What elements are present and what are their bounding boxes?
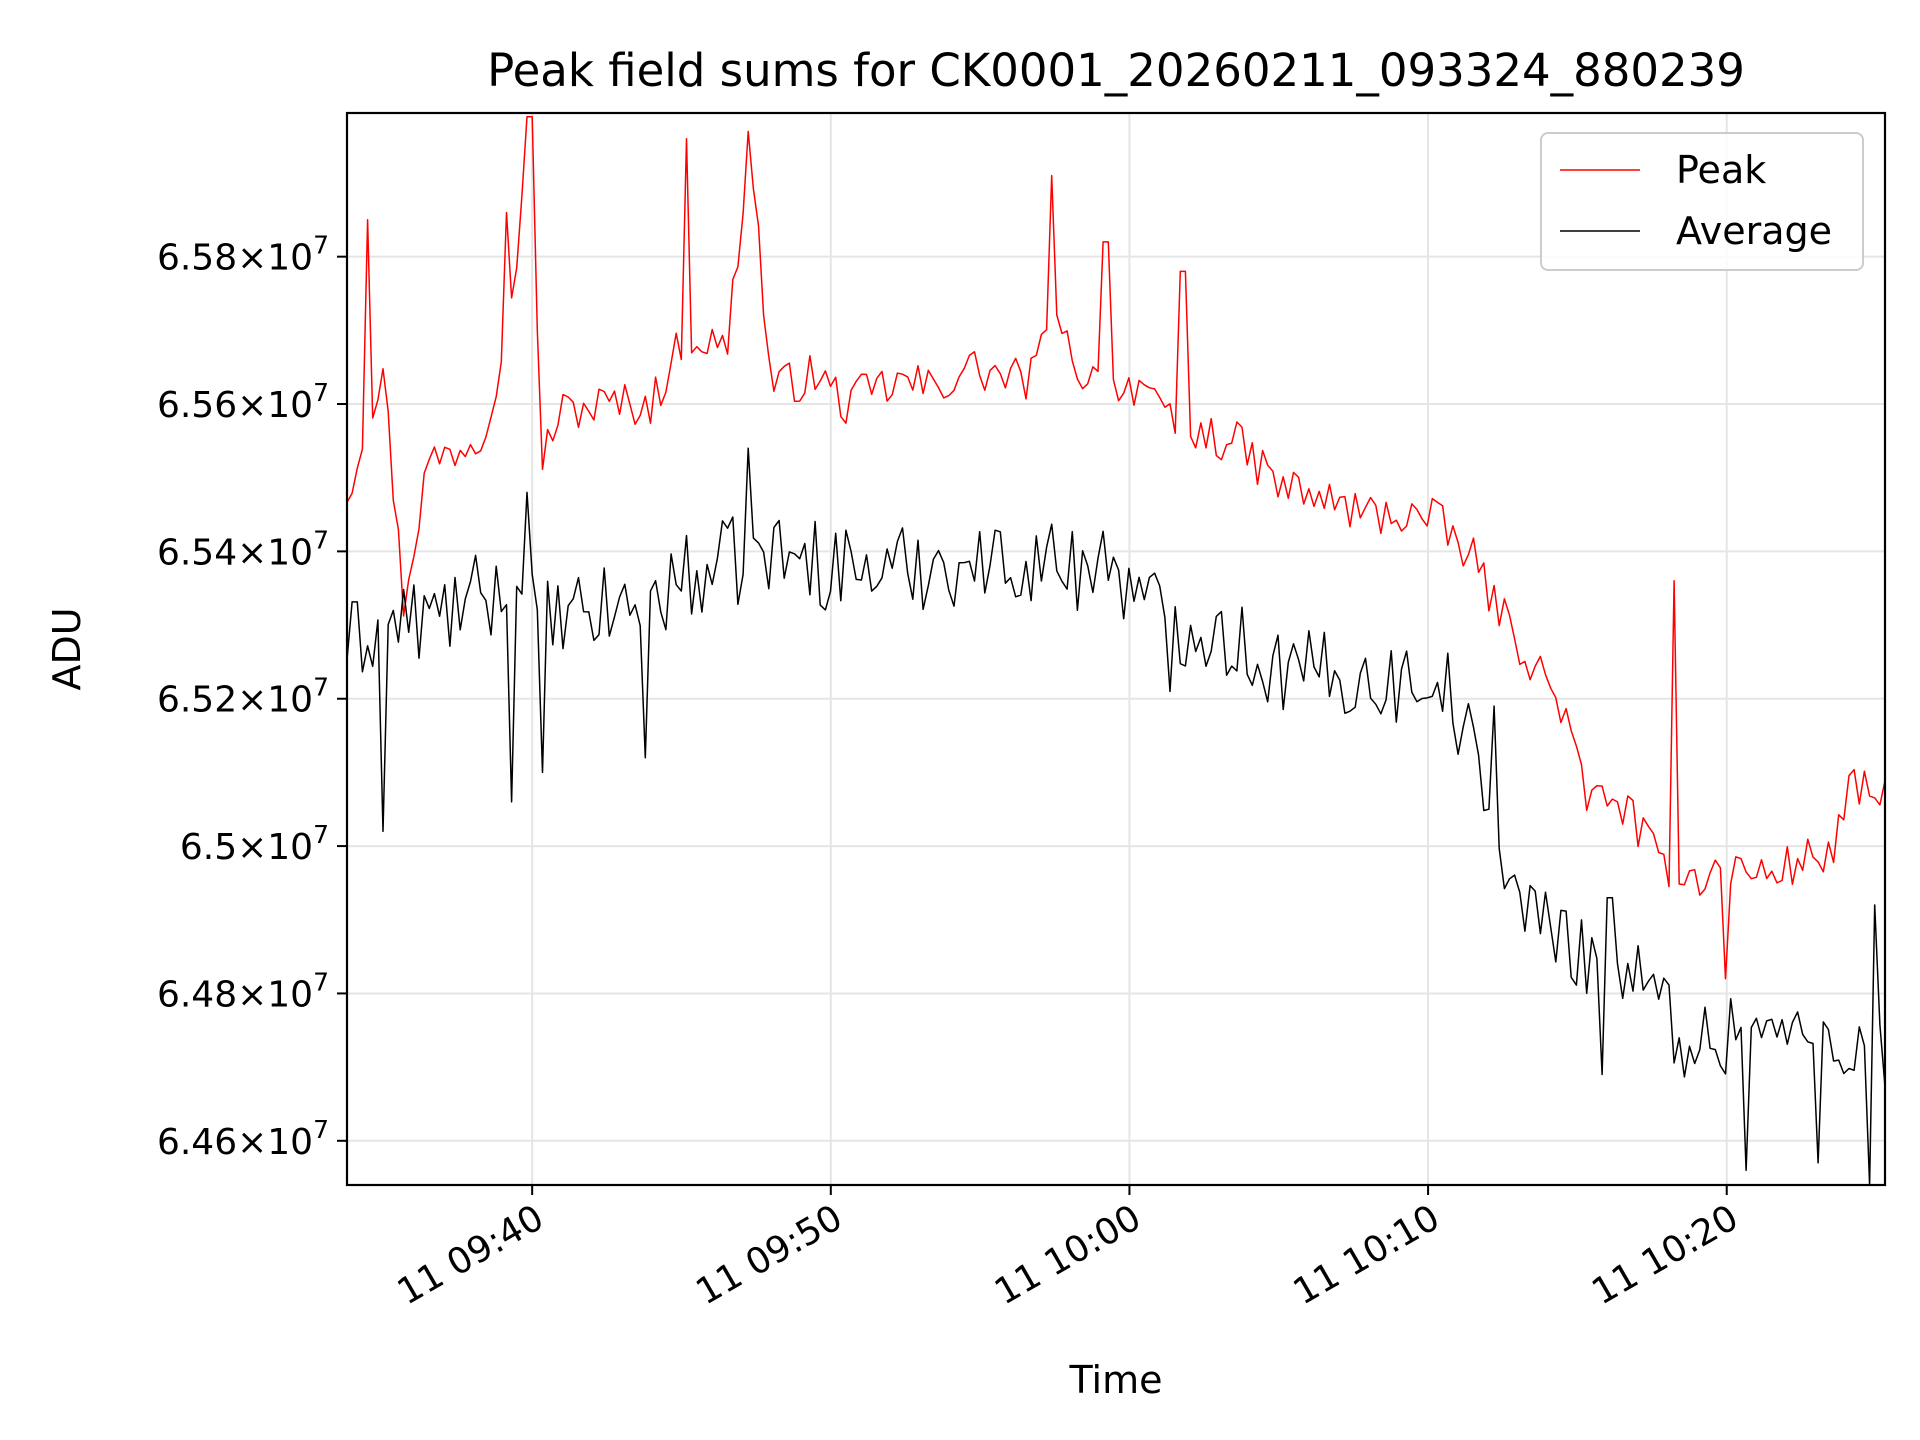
axes-frame bbox=[345, 111, 1887, 1187]
x-axis-label: Time bbox=[1069, 1358, 1163, 1402]
y-tick-label: 6.58×107 bbox=[157, 231, 329, 279]
series-line-average bbox=[347, 447, 1885, 1185]
legend-label-average: Average bbox=[1676, 209, 1832, 253]
plot-series bbox=[347, 115, 1885, 1185]
y-tick-label: 6.56×107 bbox=[157, 378, 329, 426]
series-line-peak bbox=[347, 115, 1885, 980]
y-tick-label: 6.48×107 bbox=[157, 967, 329, 1015]
legend: Peak Average bbox=[1540, 132, 1864, 271]
legend-box bbox=[1540, 132, 1864, 271]
legend-label-peak: Peak bbox=[1676, 148, 1766, 192]
y-axis-label: ADU bbox=[45, 607, 89, 690]
y-tick-label: 6.52×107 bbox=[157, 673, 329, 721]
y-tick-label: 6.5×107 bbox=[180, 820, 329, 868]
y-axis-ticks: 6.46×107 6.48×107 6.5×107 6.52×107 6.54×107 6… bbox=[157, 231, 347, 1163]
chart-title: Peak field sums for CK0001_20260211_0933… bbox=[487, 44, 1745, 97]
y-tick-label: 6.54×107 bbox=[157, 525, 329, 573]
grid bbox=[347, 113, 1885, 1185]
y-tick-label: 6.46×107 bbox=[157, 1115, 329, 1163]
